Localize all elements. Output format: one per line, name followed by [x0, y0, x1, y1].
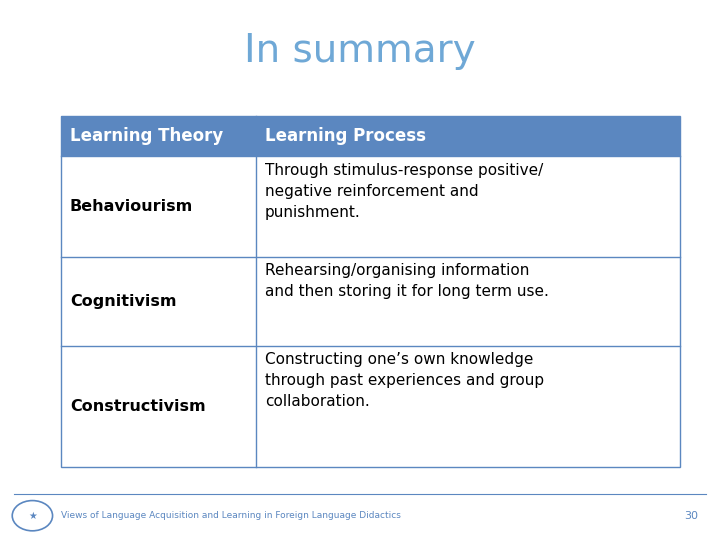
Text: In summary: In summary: [244, 32, 476, 70]
Text: 30: 30: [685, 511, 698, 521]
Text: Cognitivism: Cognitivism: [70, 294, 176, 309]
Text: Behaviourism: Behaviourism: [70, 199, 193, 214]
Text: Learning Theory: Learning Theory: [70, 127, 223, 145]
Bar: [61, 157, 680, 256]
Bar: [61, 256, 680, 346]
Text: Constructivism: Constructivism: [70, 399, 205, 414]
Text: Constructing one’s own knowledge
through past experiences and group
collaboratio: Constructing one’s own knowledge through…: [265, 353, 544, 409]
Text: ★: ★: [28, 511, 37, 521]
Text: Views of Language Acquisition and Learning in Foreign Language Didactics: Views of Language Acquisition and Learni…: [61, 511, 401, 520]
Bar: [61, 346, 680, 467]
Text: Learning Process: Learning Process: [265, 127, 426, 145]
Text: Through stimulus-response positive/
negative reinforcement and
punishment.: Through stimulus-response positive/ nega…: [265, 163, 543, 220]
Text: Rehearsing/organising information
and then storing it for long term use.: Rehearsing/organising information and th…: [265, 263, 549, 299]
Bar: [61, 116, 680, 467]
Bar: [61, 116, 680, 157]
